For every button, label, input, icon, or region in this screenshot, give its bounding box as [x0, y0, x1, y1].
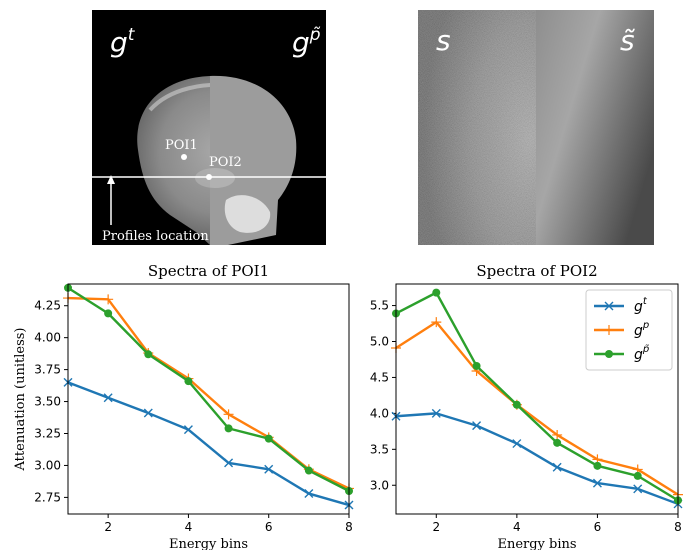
- x-tick-label: 6: [594, 520, 602, 534]
- x-tick-label: 2: [432, 520, 440, 534]
- chart-poi2: Spectra of POI2 2 4 6 8 3.0 3.5 4.0 4.5 5.0 5.5 Ene…: [370, 262, 683, 550]
- y-tick-label: 3.25: [34, 427, 61, 441]
- chart-title: Spectra of POI2: [476, 262, 597, 280]
- data-point-gptilde: [224, 424, 233, 433]
- y-tick-label: 4.00: [34, 331, 61, 345]
- data-point-gptilde: [633, 471, 642, 480]
- series-line-gp: [67, 296, 350, 490]
- data-point-gt: [431, 408, 441, 418]
- y-tick-label: 5.0: [370, 335, 389, 349]
- legend-box: [585, 289, 673, 371]
- data-point-gptilde: [304, 466, 313, 475]
- series-line-gptilde: [67, 286, 350, 493]
- data-point-gp: [103, 294, 114, 305]
- ct-right-base: g: [292, 26, 310, 59]
- data-point-gt: [472, 421, 482, 431]
- plot-frame: [395, 283, 679, 515]
- series-line-gp: [395, 320, 679, 496]
- series-gptilde: [64, 283, 353, 495]
- x-tick-label: 2: [104, 520, 112, 534]
- noise-image-panel: [418, 10, 654, 245]
- data-point-gp: [431, 317, 442, 328]
- chart-poi1: Spectra of POI1 2 4 6 8 2.75 3.00 3.25 3.50 3.75 4…: [13, 262, 354, 550]
- data-point-gptilde: [512, 400, 521, 409]
- legend-marker-gp: [604, 325, 614, 335]
- data-point-gt: [143, 408, 153, 418]
- data-point-gptilde: [264, 434, 273, 443]
- data-point-gp: [223, 409, 234, 420]
- data-point-gt: [512, 439, 522, 449]
- y-axis-label: Attenuation (unitless): [13, 328, 28, 472]
- poi2-marker: [206, 174, 212, 180]
- ct-right-label: gp̃: [292, 25, 321, 59]
- data-point-gt: [264, 464, 274, 474]
- data-point-gp: [552, 429, 563, 440]
- ct-image-panel: [92, 10, 326, 245]
- series-gptilde: [392, 288, 682, 505]
- y-tick-label: 4.5: [370, 370, 389, 384]
- data-point-gptilde: [472, 361, 481, 370]
- skull-right-reconstruction: [210, 10, 326, 245]
- profiles-location-label: Profiles location: [102, 229, 209, 244]
- series-line-gt: [395, 412, 679, 506]
- y-tick-label: 4.25: [34, 299, 61, 313]
- y-tick-label: 2.75: [34, 490, 61, 504]
- legend-marker-gt: [604, 301, 614, 311]
- y-tick-label: 3.00: [34, 458, 61, 472]
- data-point-gptilde: [104, 309, 113, 318]
- data-point-gt: [552, 462, 562, 472]
- data-point-gptilde: [432, 288, 441, 297]
- x-tick-label: 8: [674, 520, 682, 534]
- noise-right-smooth: [536, 10, 654, 245]
- legend-marker-gptilde: [605, 350, 613, 358]
- x-tick-label: 6: [265, 520, 273, 534]
- plot-frame: [67, 283, 350, 515]
- data-point-gt: [183, 425, 193, 435]
- data-point-gptilde: [593, 461, 602, 470]
- ct-left-base: g: [110, 26, 128, 59]
- profile-arrowhead: [107, 175, 115, 184]
- y-tick-label: 3.0: [370, 478, 389, 492]
- poi1-marker: [181, 154, 187, 160]
- legend-label-gptilde: gp̃: [634, 343, 649, 363]
- noise-right-label: s̃: [620, 24, 635, 57]
- legend-label-gp: gp: [634, 320, 649, 339]
- noise-left-label: s: [436, 24, 451, 57]
- y-tick-label: 3.75: [34, 363, 61, 377]
- ct-left-label: gt: [110, 25, 136, 59]
- ct-right-sup: p̃: [309, 25, 321, 45]
- data-point-gt: [633, 484, 643, 494]
- series-gp: [63, 293, 354, 494]
- data-point-gt: [304, 489, 314, 499]
- y-tick-label: 4.0: [370, 406, 389, 420]
- ct-left-sup: t: [128, 25, 136, 45]
- data-point-gt: [224, 458, 234, 468]
- data-point-gptilde: [144, 350, 153, 359]
- chart-title: Spectra of POI1: [148, 262, 269, 280]
- data-point-gt: [103, 393, 113, 403]
- y-tick-label: 5.5: [370, 299, 389, 313]
- x-tick-label: 8: [345, 520, 353, 534]
- x-axis-label: Energy bins: [497, 537, 576, 550]
- data-point-gt: [592, 478, 602, 488]
- legend-label-gt: gt: [634, 296, 648, 315]
- poi1-label: POI1: [165, 138, 198, 153]
- x-axis-label: Energy bins: [169, 537, 248, 550]
- poi2-label: POI2: [209, 155, 242, 170]
- y-tick-label: 3.50: [34, 395, 61, 409]
- data-point-gptilde: [184, 377, 193, 386]
- series-line-gt: [67, 381, 350, 507]
- x-tick-label: 4: [513, 520, 521, 534]
- x-tick-label: 4: [185, 520, 193, 534]
- data-point-gptilde: [553, 438, 562, 447]
- legend: gt gp gp̃: [585, 289, 673, 371]
- series-line-gptilde: [395, 291, 679, 502]
- noise-grain: [418, 10, 536, 245]
- y-tick-label: 3.5: [370, 442, 389, 456]
